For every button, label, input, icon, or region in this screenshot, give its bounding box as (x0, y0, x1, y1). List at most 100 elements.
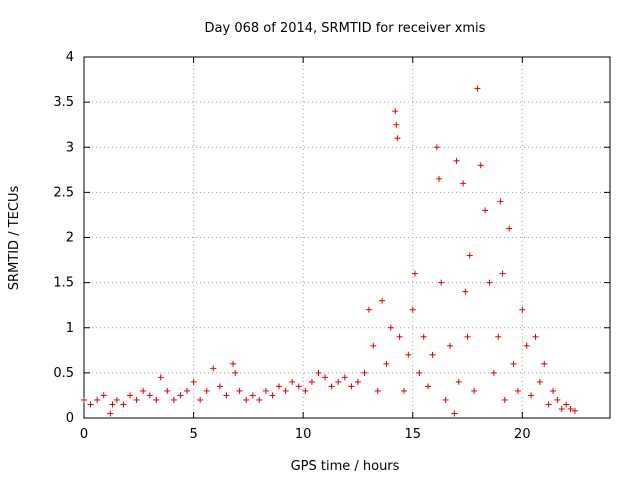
data-point (554, 396, 561, 403)
y-tick-label: 3.5 (53, 95, 74, 110)
data-point (455, 378, 462, 385)
data-point (400, 387, 407, 394)
data-point (120, 401, 127, 408)
data-point (528, 392, 535, 399)
data-point (392, 108, 399, 115)
y-tick-label: 4 (66, 50, 74, 65)
data-point (210, 365, 217, 372)
data-point (302, 387, 309, 394)
data-point (365, 306, 372, 313)
data-point (315, 369, 322, 376)
data-point (341, 374, 348, 381)
data-point (133, 396, 140, 403)
data-point (256, 396, 263, 403)
data-point (438, 279, 445, 286)
data-point (289, 378, 296, 385)
data-point (453, 157, 460, 164)
data-point (536, 378, 543, 385)
data-point (499, 270, 506, 277)
data-point (451, 410, 458, 417)
y-tick-label: 0.5 (53, 366, 74, 381)
data-point (510, 360, 517, 367)
data-point (146, 392, 153, 399)
data-point (109, 401, 116, 408)
data-point (197, 396, 204, 403)
data-point (170, 396, 177, 403)
data-point (571, 407, 578, 414)
chart-title: Day 068 of 2014, SRMTID for receiver xmi… (205, 21, 486, 36)
data-point (519, 306, 526, 313)
y-axis-title: SRMTID / TECUs (7, 186, 22, 291)
data-point (558, 405, 565, 412)
data-point (396, 333, 403, 340)
data-point (474, 85, 481, 92)
data-point (262, 387, 269, 394)
data-point (94, 396, 101, 403)
data-point (230, 360, 237, 367)
y-tick-label: 2 (66, 231, 74, 246)
data-point (563, 401, 570, 408)
data-point (471, 387, 478, 394)
data-point (203, 387, 210, 394)
data-point (409, 306, 416, 313)
data-point (87, 401, 94, 408)
data-point (523, 342, 530, 349)
x-tick-label: 5 (189, 427, 197, 442)
x-tick-label: 0 (80, 427, 88, 442)
data-point (477, 162, 484, 169)
data-point (405, 351, 412, 358)
y-tick-label: 1.5 (53, 276, 74, 291)
data-point (482, 207, 489, 214)
data-point (411, 270, 418, 277)
data-point (416, 369, 423, 376)
data-point (190, 378, 197, 385)
data-point (394, 135, 401, 142)
data-point (433, 144, 440, 151)
data-point (541, 360, 548, 367)
data-point (370, 342, 377, 349)
data-point (232, 369, 239, 376)
data-point (393, 121, 400, 128)
data-point (107, 410, 114, 417)
data-point (164, 387, 171, 394)
data-point (361, 369, 368, 376)
data-point (335, 378, 342, 385)
x-axis-title: GPS time / hours (291, 459, 400, 474)
data-point (495, 333, 502, 340)
data-point (436, 175, 443, 182)
data-point (328, 383, 335, 390)
data-point (425, 383, 432, 390)
data-point (243, 396, 250, 403)
data-point (466, 252, 473, 259)
plot-frame (83, 56, 611, 419)
data-point (153, 396, 160, 403)
y-tick-label: 0 (66, 411, 74, 426)
x-tick-label: 10 (295, 427, 312, 442)
data-point (550, 387, 557, 394)
data-point (354, 378, 361, 385)
data-point (216, 383, 223, 390)
axis-ticks: 0 5 10 15 20 0 0.5 1 1.5 2 2.5 3 3.5 4 (53, 50, 610, 442)
data-point (460, 180, 467, 187)
data-point (276, 383, 283, 390)
data-point (514, 387, 521, 394)
data-point (269, 392, 276, 399)
data-point (545, 401, 552, 408)
data-point (249, 392, 256, 399)
data-point (308, 378, 315, 385)
data-point (100, 392, 107, 399)
data-point (282, 387, 289, 394)
data-points (81, 85, 578, 417)
data-point (348, 383, 355, 390)
data-point (295, 383, 302, 390)
data-point (442, 396, 449, 403)
data-point (177, 392, 184, 399)
data-point (81, 396, 87, 403)
data-point (462, 288, 469, 295)
data-point (127, 392, 134, 399)
data-point (497, 198, 504, 205)
y-tick-label: 3 (66, 140, 74, 155)
data-point (447, 342, 454, 349)
data-point (223, 392, 230, 399)
data-point (501, 396, 508, 403)
